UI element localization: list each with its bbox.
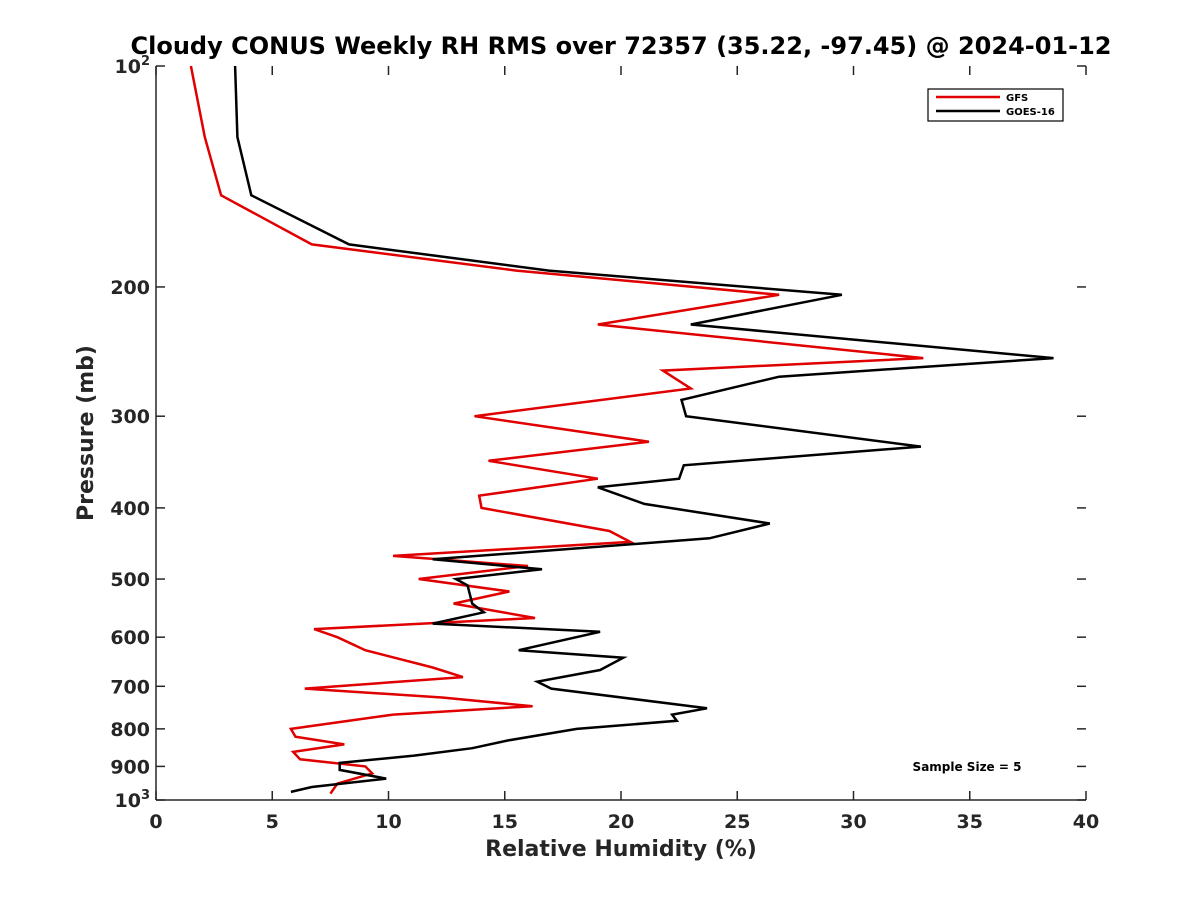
x-tick-label: 25	[724, 811, 750, 833]
y-tick-label: 700	[110, 676, 150, 698]
y-tick-label: 900	[110, 756, 150, 778]
legend-label-goes16: GOES-16	[1006, 107, 1055, 118]
y-axis-label: Pressure (mb)	[74, 345, 99, 521]
sample-size-annotation: Sample Size = 5	[913, 760, 1022, 774]
x-tick-label: 30	[840, 811, 866, 833]
y-tick-label: 400	[110, 498, 150, 520]
y-tick-label: 200	[110, 277, 150, 299]
plot-background	[156, 66, 1086, 800]
y-tick-label: 600	[110, 627, 150, 649]
plot-area	[156, 66, 1086, 800]
x-tick-label: 35	[957, 811, 983, 833]
series-line-goes16	[233, 65, 1054, 794]
x-tick-label: 0	[149, 811, 162, 833]
y-tick-label: 300	[110, 406, 150, 428]
x-tick-label: 20	[608, 811, 634, 833]
y-tick-label: 800	[110, 719, 150, 741]
legend-box	[927, 88, 1064, 122]
x-tick-label: 10	[375, 811, 401, 833]
x-axis-label: Relative Humidity (%)	[485, 837, 757, 862]
chart-title: Cloudy CONUS Weekly RH RMS over 72357 (3…	[131, 32, 1112, 60]
legend: GFS GOES-16	[927, 88, 1064, 122]
legend-label-gfs: GFS	[1006, 93, 1028, 104]
x-tick-label: 15	[492, 811, 518, 833]
series-line-gfs	[189, 65, 924, 795]
x-tick-label: 40	[1073, 811, 1099, 833]
x-ticks: 0 5 10 15 20 25 30 35 40	[149, 66, 1099, 833]
y-tick-label: 500	[110, 569, 150, 591]
series-layer	[189, 65, 1054, 795]
x-tick-label: 5	[266, 811, 279, 833]
